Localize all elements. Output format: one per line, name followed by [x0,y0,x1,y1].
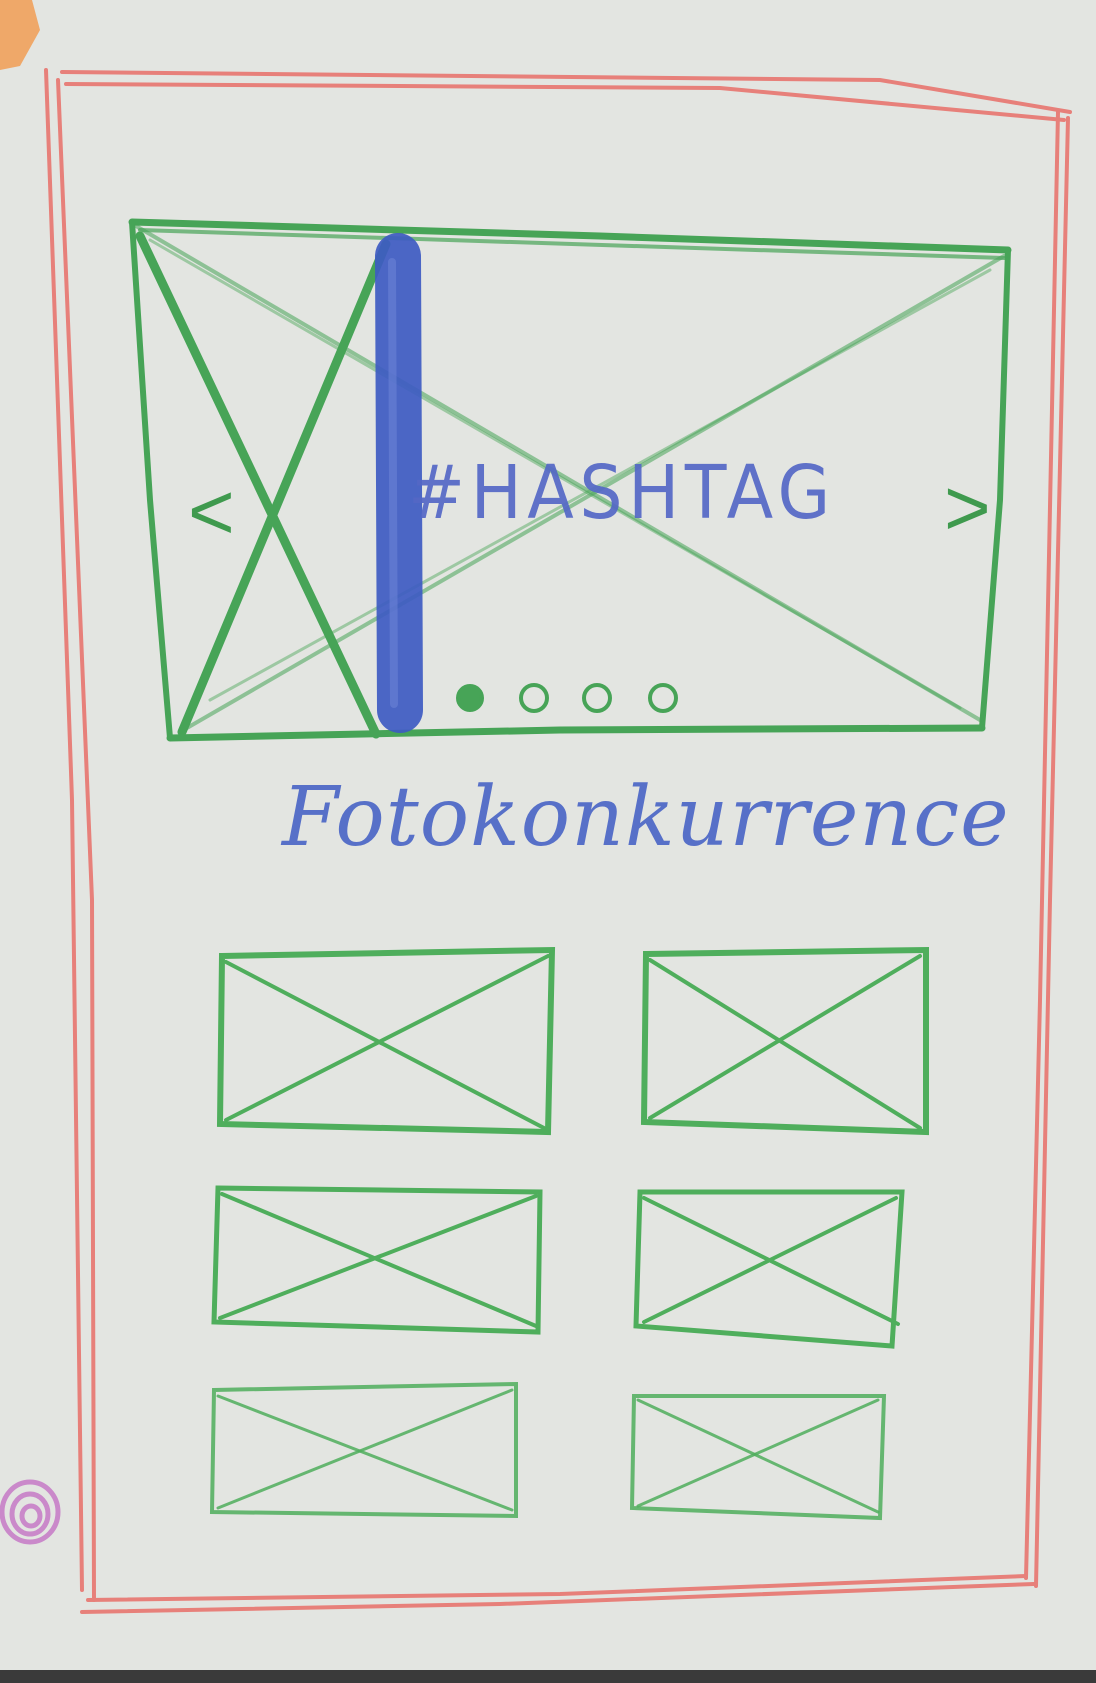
gallery-item[interactable] [633,1189,905,1349]
carousel-dot-active[interactable] [456,684,484,712]
gallery-item[interactable] [216,946,556,1136]
carousel-dots [456,683,678,713]
gallery-item[interactable] [640,946,929,1136]
gallery-item[interactable] [629,1394,887,1521]
page-title: Fotokonkurrence [282,770,1010,865]
carousel-dot[interactable] [519,683,549,713]
gallery-placeholders [209,946,929,1521]
gallery-item[interactable] [209,1381,518,1519]
hashtag-label: #HASHTAG [408,450,836,536]
carousel-dot[interactable] [648,683,678,713]
hero-image-placeholder [128,218,1012,742]
pink-scribble [0,1479,61,1545]
orange-mark [0,0,40,70]
carousel-next-arrow[interactable]: > [944,463,991,552]
paper-edge [0,1670,1096,1683]
carousel-prev-arrow[interactable]: < [188,467,235,556]
phone-frame [44,68,1072,1614]
carousel-dot[interactable] [582,683,612,713]
scrollbar[interactable] [375,233,423,733]
gallery-item[interactable] [211,1185,543,1335]
